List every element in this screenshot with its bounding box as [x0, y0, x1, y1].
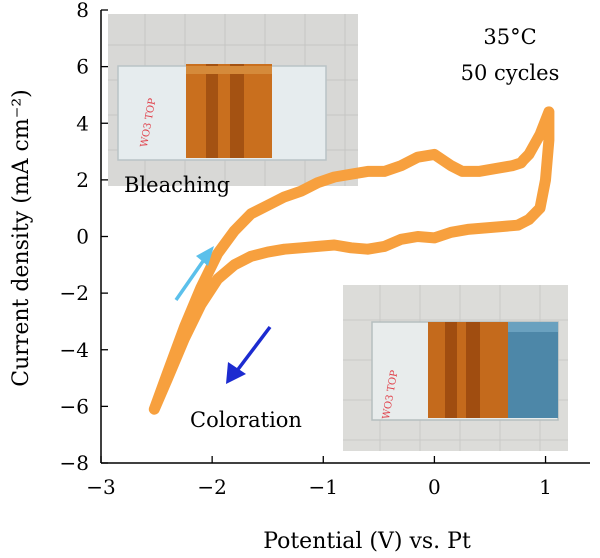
- cv-data-point: [396, 160, 407, 171]
- cv-data-point: [212, 274, 223, 284]
- coloration-direction-arrow: [226, 325, 272, 384]
- x-tick-label: −3: [86, 475, 115, 499]
- cv-data-point: [379, 166, 390, 177]
- cv-data-point: [196, 299, 206, 310]
- cv-data-point: [296, 242, 306, 253]
- x-tick-label: −1: [309, 475, 338, 499]
- axes: [100, 9, 590, 464]
- bleached-device-photo: WO3 TOP: [108, 14, 358, 186]
- cv-data-point: [479, 223, 490, 233]
- cv-data-point: [446, 160, 457, 171]
- cv-data-point: [162, 367, 173, 378]
- cv-data-point: [149, 404, 160, 415]
- bleaching-direction-arrow: [174, 246, 214, 301]
- cv-data-point: [346, 242, 357, 253]
- cv-data-point: [429, 232, 440, 243]
- cv-data-point: [396, 234, 407, 245]
- cv-data-point: [329, 172, 340, 182]
- cv-data-point: [507, 160, 518, 171]
- y-tick-label: 4: [76, 111, 89, 135]
- cv-data-point: [412, 152, 423, 163]
- cv-data-point: [523, 214, 534, 225]
- y-tick-label: −4: [60, 338, 89, 362]
- cv-data-point: [540, 174, 551, 185]
- x-axis-title: Potential (V) vs. Pt: [263, 529, 471, 554]
- cv-data-point: [212, 248, 223, 259]
- cv-data-point: [179, 322, 190, 333]
- bleaching-label: Bleaching: [124, 173, 230, 197]
- cv-data-point: [179, 333, 190, 344]
- x-tick-label: 1: [539, 475, 552, 499]
- cv-data-point: [296, 186, 306, 197]
- cv-data-point: [262, 200, 273, 211]
- cycles-label: 50 cycles: [461, 61, 560, 85]
- cv-data-point: [312, 241, 323, 252]
- cv-data-point: [490, 163, 501, 174]
- cv-data-point: [446, 227, 457, 238]
- cv-data-point: [379, 241, 390, 252]
- cv-data-point: [329, 240, 340, 250]
- coloration-label: Coloration: [190, 408, 302, 432]
- cv-data-point: [229, 259, 240, 270]
- cv-data-point: [312, 177, 323, 188]
- cv-curve: [148, 106, 555, 415]
- cv-data-point: [362, 244, 373, 255]
- x-tick-label: −2: [197, 475, 226, 499]
- y-tick-label: −8: [60, 451, 89, 475]
- cv-data-point: [346, 169, 357, 180]
- cv-data-point: [279, 191, 290, 202]
- cv-data-point: [473, 166, 484, 177]
- tick-labels: −3 −2 −1 0 1 −8 −6 −4 −2 0 2 4 6 8: [60, 0, 552, 499]
- cv-data-point: [535, 203, 545, 214]
- cv-data-point: [412, 231, 423, 242]
- cv-data-point: [543, 135, 554, 146]
- cv-data-point: [516, 157, 527, 168]
- cv-data-point: [496, 221, 507, 232]
- cv-data-point: [246, 208, 256, 219]
- y-tick-label: 6: [76, 55, 89, 79]
- cv-data-point: [196, 282, 206, 293]
- cv-data-point: [512, 220, 523, 231]
- cv-data-point: [262, 247, 273, 258]
- cv-data-point: [246, 251, 256, 262]
- y-axis-title: Current density (mA cm⁻²): [9, 89, 34, 386]
- cv-data-point: [543, 106, 554, 117]
- x-tick-label: 0: [428, 475, 441, 499]
- colored-device-photo: WO3 TOP: [343, 285, 568, 451]
- y-tick-label: 8: [76, 0, 89, 22]
- cv-data-point: [279, 244, 290, 255]
- temperature-label: 35°C: [483, 25, 536, 49]
- cv-data-point: [462, 224, 473, 235]
- cv-data-point: [457, 166, 468, 177]
- y-tick-label: 0: [76, 225, 89, 249]
- cv-data-point: [535, 129, 545, 140]
- cv-data-point: [429, 149, 440, 160]
- y-tick-label: −6: [60, 394, 89, 418]
- y-tick-label: −2: [60, 281, 89, 305]
- cv-data-point: [362, 166, 373, 177]
- cv-data-point: [229, 225, 240, 236]
- y-tick-label: 2: [76, 168, 89, 192]
